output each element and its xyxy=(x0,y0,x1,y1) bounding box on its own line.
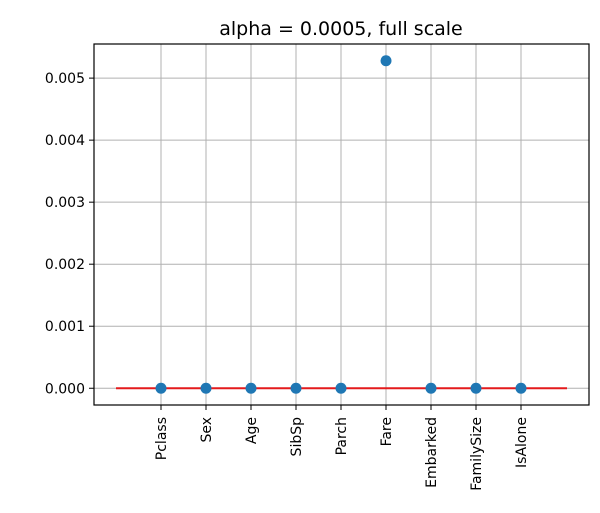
x-tick-label: Embarked xyxy=(424,417,440,488)
y-tick-label: 0.004 xyxy=(45,133,85,149)
grid-layer xyxy=(94,44,589,405)
y-tick-label: 0.002 xyxy=(45,257,85,273)
y-tick-label: 0.003 xyxy=(45,195,85,211)
x-tick-label: Parch xyxy=(334,417,350,455)
data-point-pclass xyxy=(155,382,167,394)
data-point-sibsp xyxy=(290,382,302,394)
data-points xyxy=(155,55,527,394)
data-point-isalone xyxy=(515,382,527,394)
y-tick-label: 0.001 xyxy=(45,319,85,335)
chart-title: alpha = 0.0005, full scale xyxy=(219,18,463,40)
y-axis-ticks: 0.000 0.001 0.002 0.003 0.004 0.005 xyxy=(45,71,94,397)
y-tick-label: 0.005 xyxy=(45,71,85,87)
y-tick-label: 0.000 xyxy=(45,381,85,397)
data-point-parch xyxy=(335,382,347,394)
data-point-embarked xyxy=(425,382,437,394)
x-tick-label: SibSp xyxy=(289,417,305,457)
data-point-sex xyxy=(200,382,212,394)
x-tick-label: IsAlone xyxy=(514,417,530,468)
x-tick-label: FamilySize xyxy=(469,417,485,491)
data-point-familysize xyxy=(470,382,482,394)
x-tick-label: Pclass xyxy=(154,417,170,460)
x-tick-label: Fare xyxy=(379,417,395,446)
data-point-age xyxy=(245,382,257,394)
x-tick-label: Sex xyxy=(199,417,215,443)
x-tick-label: Age xyxy=(244,417,260,444)
data-point-fare xyxy=(380,55,392,67)
x-axis-ticks: Pclass Sex Age SibSp Parch Fare Embarked Family… xyxy=(154,405,530,491)
